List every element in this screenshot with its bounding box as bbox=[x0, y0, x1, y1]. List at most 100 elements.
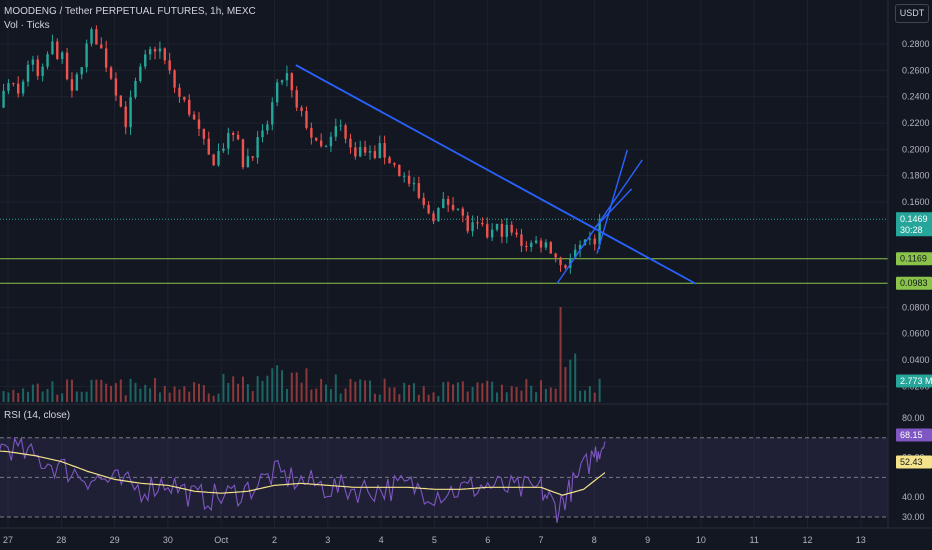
volume-bar bbox=[17, 393, 20, 402]
candle-body bbox=[56, 41, 59, 59]
candle-body bbox=[168, 60, 171, 71]
candle-body bbox=[554, 253, 557, 258]
volume-bar bbox=[256, 376, 259, 402]
x-tick-label: 11 bbox=[750, 535, 759, 545]
candle-body bbox=[41, 66, 44, 76]
volume-bar bbox=[90, 379, 93, 402]
candle-body bbox=[285, 73, 289, 81]
volume-bar bbox=[364, 380, 367, 402]
candle-body bbox=[241, 139, 245, 168]
candle-body bbox=[383, 143, 386, 158]
candle-body bbox=[569, 258, 572, 268]
candle-body bbox=[178, 87, 181, 97]
currency-button[interactable]: USDT bbox=[895, 4, 929, 23]
candle-body bbox=[114, 78, 118, 96]
volume-bar bbox=[46, 388, 49, 402]
volume-bar bbox=[383, 378, 386, 402]
candle-body bbox=[236, 134, 240, 140]
candle-body bbox=[544, 242, 548, 248]
volume-bar bbox=[520, 390, 523, 402]
candle-body bbox=[183, 96, 186, 100]
volume-bar bbox=[456, 382, 459, 402]
rsi-tick-label: 40.00 bbox=[902, 492, 925, 502]
volume-bar bbox=[178, 389, 181, 402]
horizontal-levels[interactable] bbox=[0, 218, 888, 284]
candle-body bbox=[476, 222, 479, 224]
volume-bar bbox=[154, 378, 157, 402]
volume-bar bbox=[129, 378, 132, 402]
trendline-drawings[interactable] bbox=[295, 64, 697, 285]
rsi-lines bbox=[0, 436, 606, 523]
volume-bar bbox=[119, 379, 122, 402]
volume-bar bbox=[271, 368, 274, 402]
candle-body bbox=[324, 146, 328, 148]
candle-body bbox=[148, 49, 152, 55]
candle-body bbox=[212, 154, 215, 166]
volume-bar bbox=[237, 383, 240, 402]
candle-body bbox=[251, 156, 254, 158]
volume-bar bbox=[144, 384, 147, 402]
candle-body bbox=[530, 242, 533, 248]
volume-bar bbox=[540, 380, 542, 402]
candle-body bbox=[31, 59, 35, 65]
volume-bar bbox=[100, 379, 103, 402]
x-tick-label: 28 bbox=[56, 535, 66, 545]
volume-bar bbox=[549, 387, 552, 402]
candle-body bbox=[398, 164, 401, 177]
volume-bar bbox=[349, 379, 352, 402]
volume-bar bbox=[412, 383, 415, 402]
volume-bar bbox=[569, 359, 572, 402]
candle-body bbox=[256, 137, 259, 158]
candle-body bbox=[486, 224, 489, 238]
candle-body bbox=[261, 130, 264, 138]
channel-line-upper bbox=[596, 149, 628, 254]
candle-body bbox=[574, 249, 577, 259]
volume-bar bbox=[193, 382, 196, 402]
volume-bar bbox=[227, 383, 230, 402]
volume-bar bbox=[354, 381, 357, 402]
rsi-badge-bg bbox=[896, 428, 932, 442]
volume-bar bbox=[26, 391, 29, 402]
volume-bar bbox=[315, 388, 318, 402]
candle-body bbox=[144, 54, 147, 67]
volume-bar bbox=[188, 391, 191, 402]
volume-bar bbox=[579, 390, 582, 402]
level-1-badge-bg bbox=[896, 252, 932, 266]
candle-body bbox=[266, 124, 269, 131]
volume-bar bbox=[432, 392, 435, 402]
volume-bar bbox=[149, 388, 152, 402]
candle-body bbox=[217, 150, 220, 166]
x-tick-label: 9 bbox=[645, 535, 650, 545]
x-tick-label: 30 bbox=[163, 535, 173, 545]
volume-bar bbox=[163, 385, 166, 402]
volume-bar bbox=[476, 382, 479, 402]
x-tick-label: 6 bbox=[485, 535, 490, 545]
volume-bar bbox=[36, 383, 39, 402]
price-tick-label: 0.1600 bbox=[902, 197, 930, 207]
rsi-badge: 68.15 bbox=[900, 430, 923, 440]
volume-bar bbox=[134, 382, 137, 402]
volume-bar bbox=[80, 391, 83, 402]
candle-body bbox=[129, 97, 132, 128]
volume-bar bbox=[241, 376, 244, 402]
volume-bar bbox=[417, 394, 420, 402]
volume-bar bbox=[574, 353, 577, 402]
candle-body bbox=[17, 83, 20, 94]
level-2-badge-bg bbox=[896, 276, 932, 290]
volume-bar bbox=[530, 385, 533, 402]
price-tick-label: 0.0400 bbox=[902, 355, 930, 365]
volume-bar bbox=[593, 392, 596, 402]
volume-bar bbox=[305, 368, 308, 402]
rsi-tick-label: 30.00 bbox=[902, 512, 925, 522]
volume-bar bbox=[515, 387, 518, 402]
price-tick-label: 0.2000 bbox=[902, 144, 930, 154]
x-tick-label: 7 bbox=[538, 535, 543, 545]
volume-bar bbox=[51, 381, 54, 402]
candle-body bbox=[95, 29, 98, 45]
price-tick-label: 0.2800 bbox=[902, 39, 930, 49]
candle-body bbox=[51, 41, 54, 55]
volume-bar bbox=[114, 383, 117, 402]
candle-body bbox=[593, 238, 596, 245]
candle-body bbox=[510, 224, 513, 233]
